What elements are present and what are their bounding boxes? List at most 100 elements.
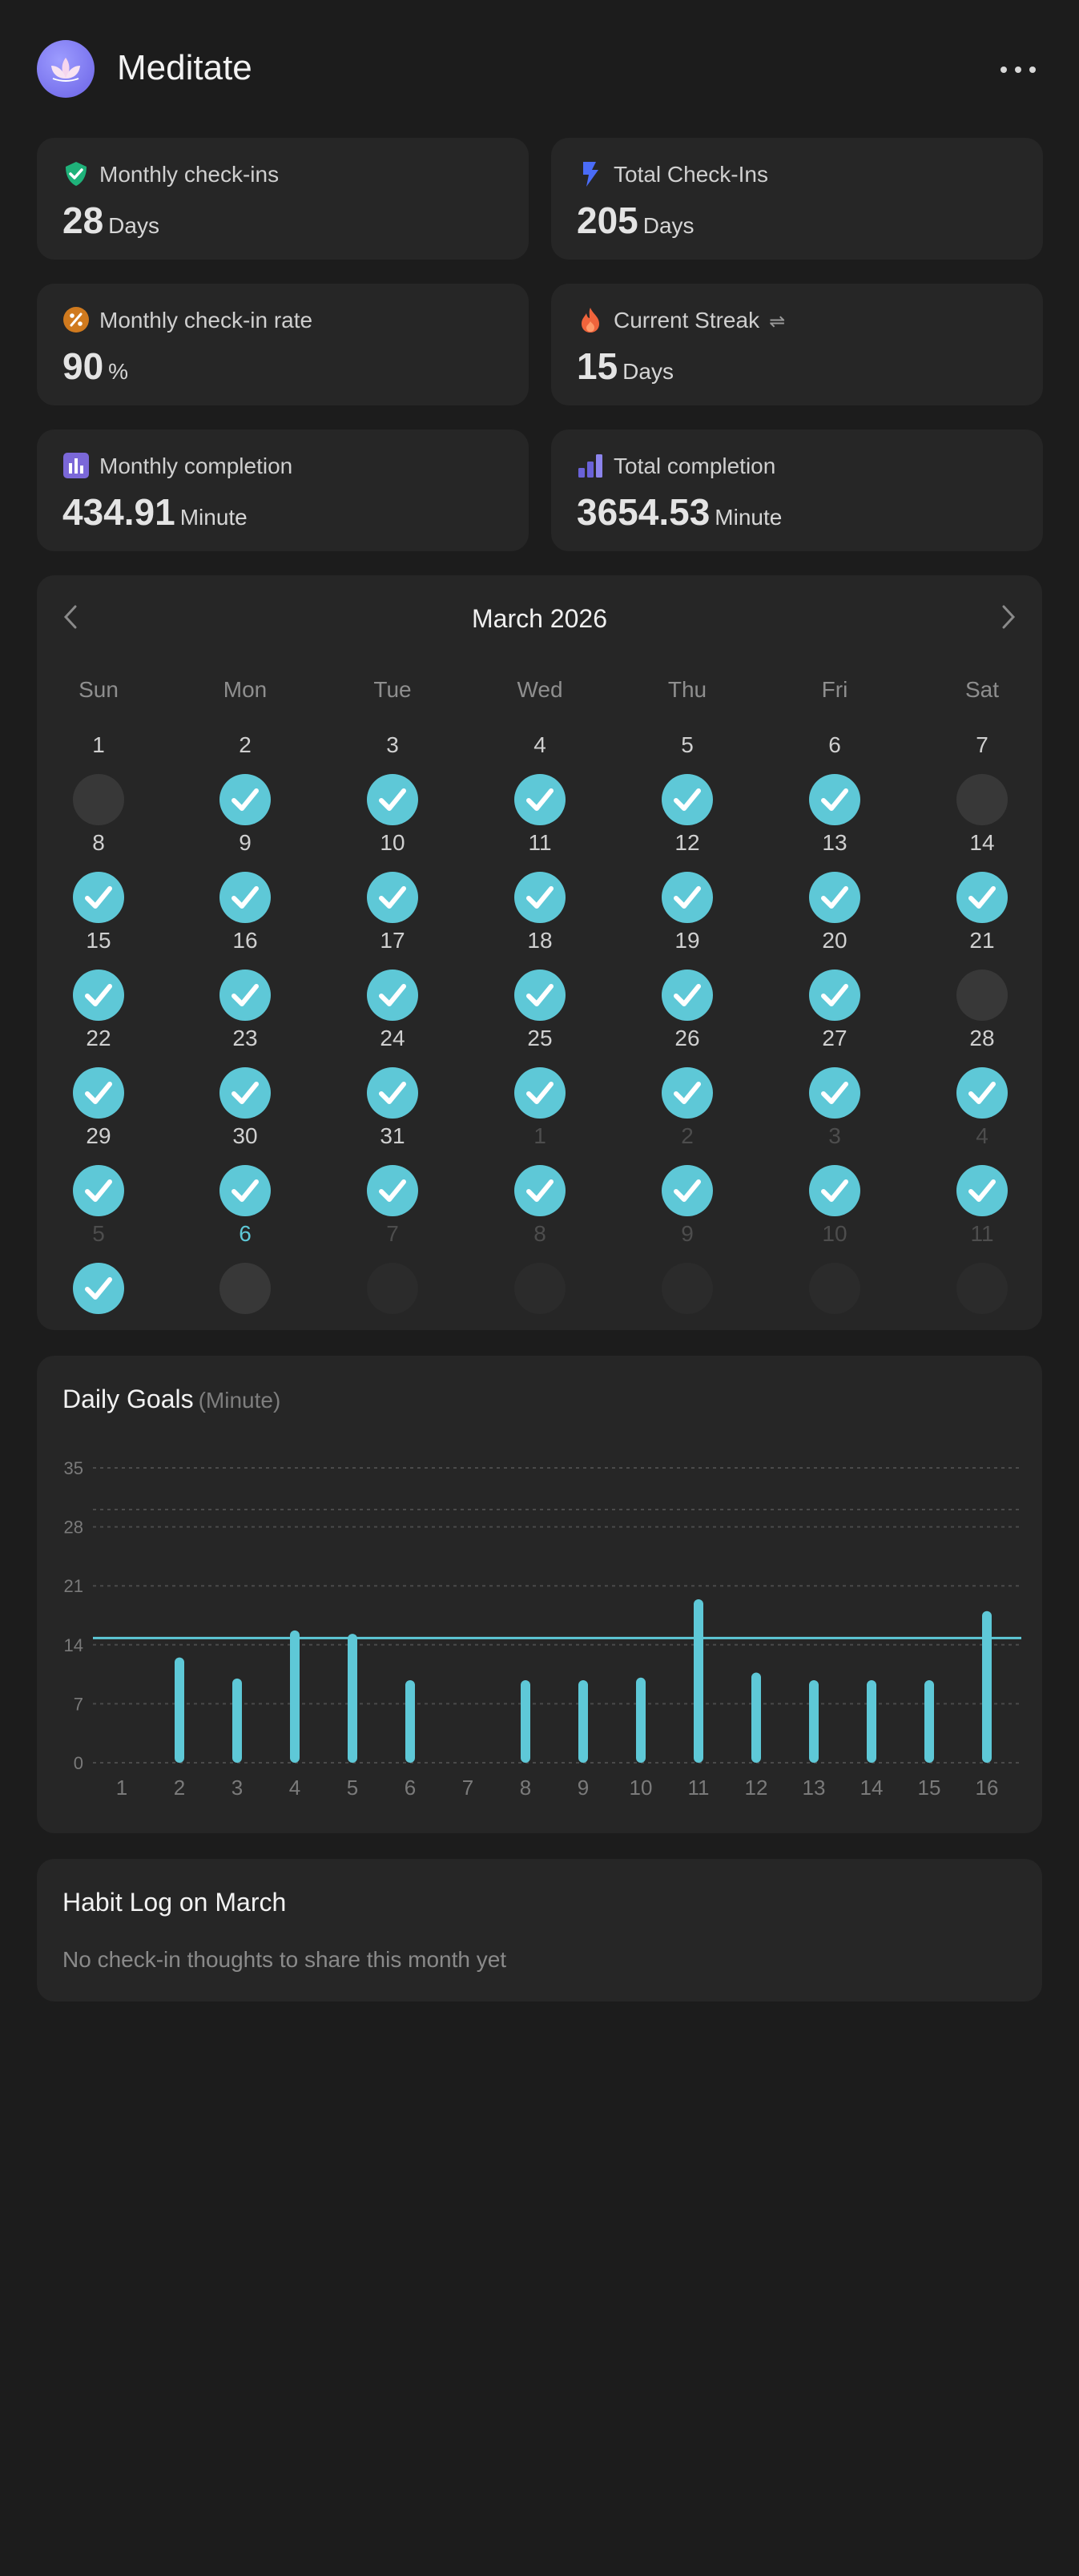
calendar-day[interactable]: 12 (639, 830, 735, 923)
calendar-day[interactable]: 15 (50, 928, 147, 1021)
habit-log-card: Habit Log on March No check-in thoughts … (37, 1859, 1042, 2002)
calendar-day[interactable]: 3 (344, 732, 441, 825)
check-icon (674, 1082, 701, 1104)
check-icon (379, 886, 406, 909)
calendar-day[interactable]: 2 (197, 732, 293, 825)
chevron-left-icon[interactable] (62, 603, 79, 639)
day-marker (956, 774, 1008, 825)
calendar-day[interactable]: 5 (639, 732, 735, 825)
checked-in-marker (514, 970, 566, 1021)
day-number: 11 (528, 830, 552, 855)
stat-value: 28 (62, 200, 104, 241)
habit-log-empty-text: No check-in thoughts to share this month… (62, 1947, 507, 1972)
day-number: 4 (533, 732, 546, 757)
chevron-right-icon[interactable] (1000, 603, 1017, 639)
day-marker (73, 774, 124, 825)
calendar-day[interactable]: 10 (344, 830, 441, 923)
calendar-day[interactable]: 19 (639, 928, 735, 1021)
calendar-day[interactable]: 8 (492, 1221, 588, 1314)
stat-value: 15 (577, 345, 618, 387)
stat-unit: Days (622, 359, 674, 384)
stat-unit: Days (642, 213, 695, 238)
check-icon (674, 1179, 701, 1202)
y-tick-label: 28 (64, 1518, 83, 1538)
day-number: 7 (386, 1221, 399, 1246)
day-number: 9 (239, 830, 252, 855)
x-tick-label: 14 (860, 1776, 884, 1800)
checked-in-marker (662, 970, 713, 1021)
calendar-day[interactable]: 17 (344, 928, 441, 1021)
day-number: 11 (970, 1221, 994, 1246)
calendar-day[interactable]: 10 (787, 1221, 883, 1314)
day-number: 1 (533, 1123, 546, 1148)
calendar-day[interactable]: 29 (50, 1123, 147, 1216)
calendar-day[interactable]: 9 (197, 830, 293, 923)
day-number: 14 (969, 830, 995, 855)
checked-in-marker (956, 1067, 1008, 1119)
calendar-day[interactable]: 7 (934, 732, 1030, 825)
calendar-day[interactable]: 9 (639, 1221, 735, 1314)
checked-in-marker (219, 970, 271, 1021)
day-number: 15 (86, 928, 111, 953)
day-marker (956, 1263, 1008, 1314)
chart-unit: (Minute) (198, 1388, 281, 1413)
calendar-day[interactable]: 3 (787, 1123, 883, 1216)
calendar-day[interactable]: 1 (50, 732, 147, 825)
calendar-day[interactable]: 1 (492, 1123, 588, 1216)
calendar-day[interactable]: 2 (639, 1123, 735, 1216)
calendar-day[interactable]: 23 (197, 1026, 293, 1119)
bar (809, 1679, 819, 1763)
day-number: 9 (681, 1221, 694, 1246)
day-marker (956, 970, 1008, 1021)
calendar-day[interactable]: 26 (639, 1026, 735, 1119)
calendar-day[interactable]: 27 (787, 1026, 883, 1119)
weekday-label: Tue (373, 677, 412, 702)
day-number: 25 (527, 1026, 553, 1050)
calendar-day[interactable]: 31 (344, 1123, 441, 1216)
calendar-day[interactable]: 25 (492, 1026, 588, 1119)
weekday-label: Thu (667, 677, 707, 702)
x-tick-label: 6 (405, 1776, 416, 1800)
calendar-day[interactable]: 24 (344, 1026, 441, 1119)
habit-log-title: Habit Log on March (62, 1888, 287, 1917)
calendar-day[interactable]: 4 (492, 732, 588, 825)
day-number: 5 (92, 1221, 105, 1246)
swap-icon[interactable]: ⇌ (769, 311, 786, 333)
calendar-day[interactable]: 21 (934, 928, 1030, 1021)
x-tick-label: 12 (745, 1776, 768, 1800)
calendar-day[interactable]: 6 (197, 1221, 293, 1314)
bar (694, 1599, 703, 1763)
ellipsis-icon[interactable] (994, 45, 1042, 93)
calendar-day[interactable]: 6 (787, 732, 883, 825)
check-icon (821, 1082, 848, 1104)
stat-label: Monthly check-ins (99, 162, 280, 187)
check-icon (232, 984, 259, 1006)
y-tick-label: 0 (74, 1753, 83, 1773)
calendar-day[interactable]: 30 (197, 1123, 293, 1216)
day-number: 13 (822, 830, 847, 855)
check-icon (821, 886, 848, 909)
bar (348, 1634, 357, 1763)
checked-in-marker (367, 774, 418, 825)
calendar-day[interactable]: 5 (50, 1221, 147, 1314)
calendar-day[interactable]: 7 (344, 1221, 441, 1314)
calendar-day[interactable]: 16 (197, 928, 293, 1021)
calendar-day[interactable]: 8 (50, 830, 147, 923)
checked-in-marker (809, 1067, 860, 1119)
x-tick-label: 2 (174, 1776, 185, 1800)
calendar-day[interactable]: 13 (787, 830, 883, 923)
calendar-day[interactable]: 4 (934, 1123, 1030, 1216)
daily-goals-card: Daily Goals (Minute) 0 7 14 21 28 35 1 2 3 4 5 6 7 8 9 1… (37, 1356, 1042, 1833)
bar (751, 1672, 761, 1763)
day-number: 23 (232, 1026, 258, 1050)
calendar-day[interactable]: 22 (50, 1026, 147, 1119)
checked-in-marker (514, 872, 566, 923)
calendar-day[interactable]: 11 (934, 1221, 1030, 1314)
calendar-day[interactable]: 18 (492, 928, 588, 1021)
calendar-day[interactable]: 28 (934, 1026, 1030, 1119)
calendar-day[interactable]: 14 (934, 830, 1030, 923)
calendar-day[interactable]: 11 (492, 830, 588, 923)
calendar-day[interactable]: 20 (787, 928, 883, 1021)
